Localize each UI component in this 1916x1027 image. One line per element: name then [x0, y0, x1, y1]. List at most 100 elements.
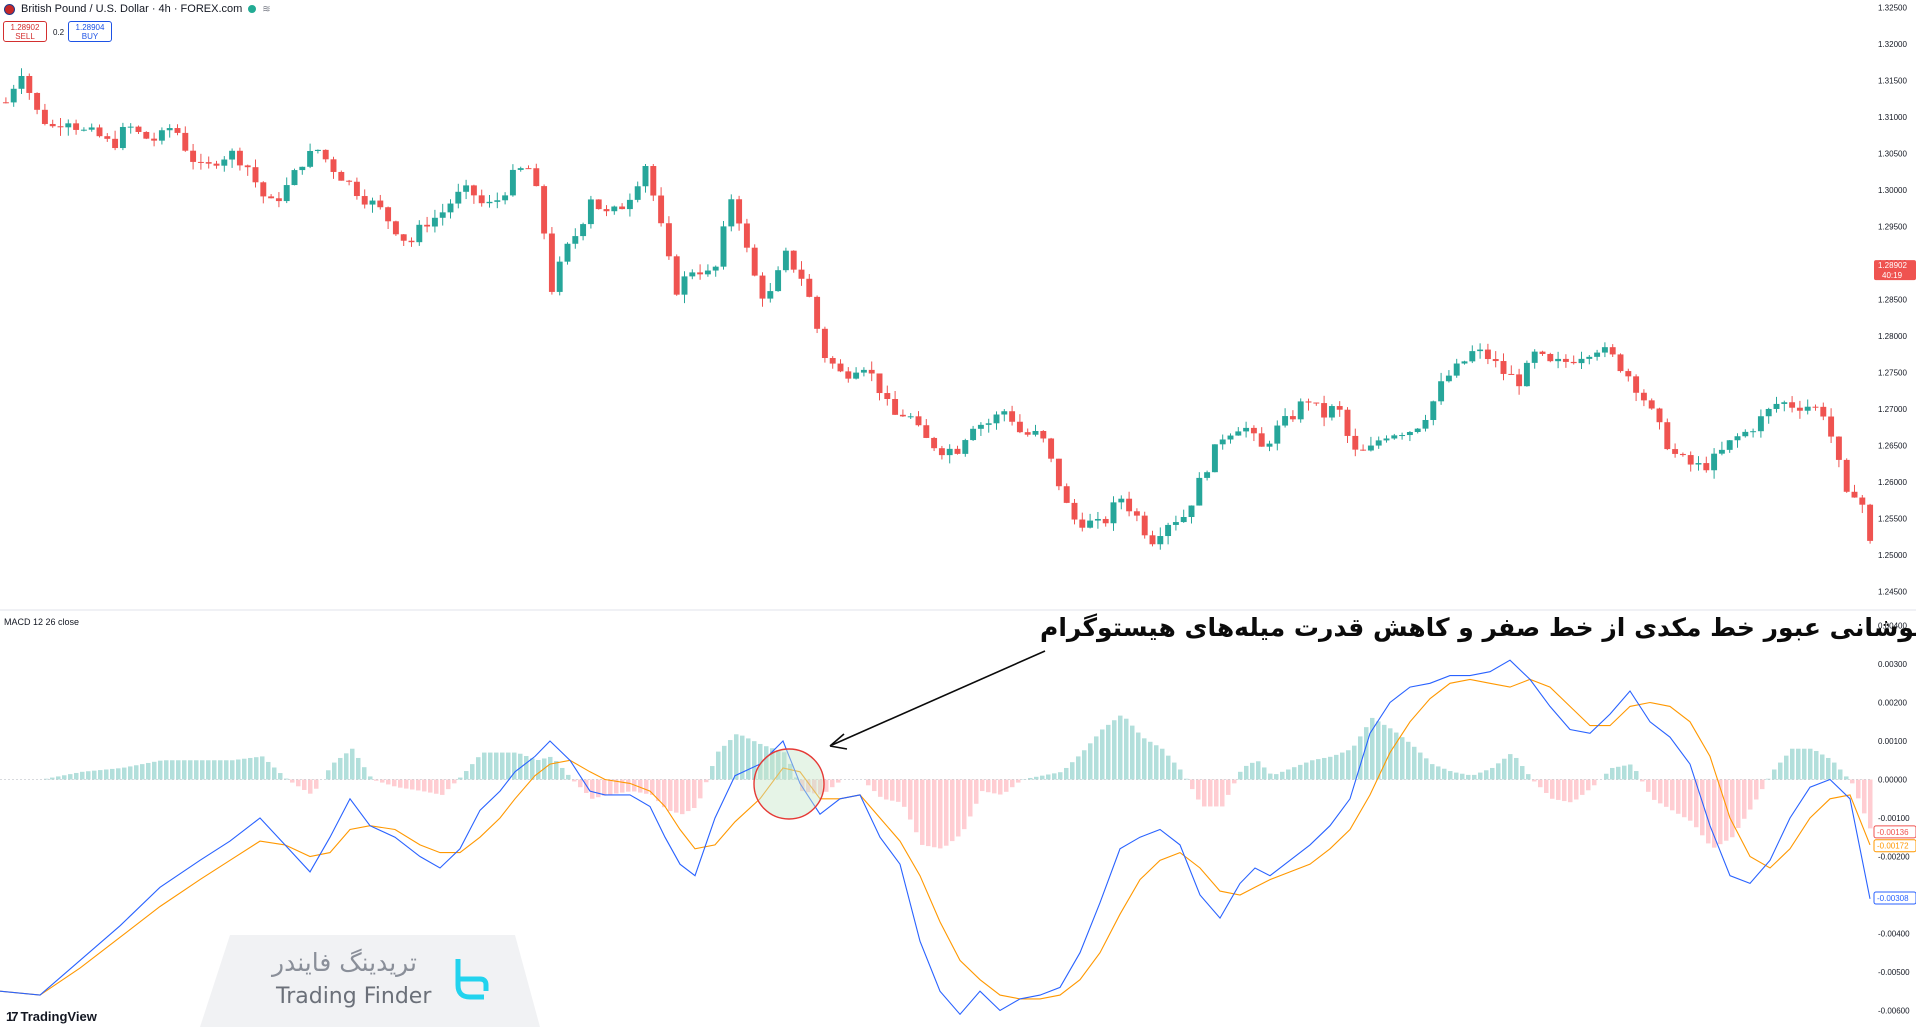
- histogram-bar: [1580, 779, 1585, 795]
- histogram-bar: [1040, 775, 1045, 780]
- histogram-bar: [1766, 778, 1771, 780]
- histogram-bar: [1502, 758, 1507, 780]
- histogram-bar: [62, 775, 67, 780]
- histogram-bar: [332, 762, 337, 780]
- candle-body: [135, 126, 142, 132]
- candle-body: [1617, 354, 1624, 372]
- histogram-bar: [590, 779, 595, 799]
- macd-axis-tick: 0.00300: [1878, 660, 1907, 669]
- candle-body: [517, 168, 524, 170]
- histogram-bar: [140, 764, 145, 780]
- histogram-bar: [944, 779, 949, 846]
- buy-button[interactable]: 1.28904 BUY: [68, 21, 112, 42]
- symbol-title: British Pound / U.S. Dollar · 4h · FOREX…: [21, 3, 243, 15]
- candle-body: [541, 186, 548, 234]
- histogram-bar: [488, 752, 493, 780]
- histogram-bar: [176, 760, 181, 780]
- candle-body: [1196, 477, 1203, 506]
- candle-body: [431, 217, 438, 227]
- histogram-bar: [1280, 771, 1285, 780]
- histogram-bar: [1298, 764, 1303, 780]
- histogram-bar: [1646, 779, 1651, 792]
- histogram-bar: [1076, 756, 1081, 780]
- histogram-bar: [1718, 779, 1723, 845]
- histogram-bar: [440, 779, 445, 795]
- histogram-bar: [1808, 748, 1813, 780]
- histogram-bar: [1370, 717, 1375, 780]
- histogram-bar: [434, 779, 439, 794]
- candle-body: [73, 123, 80, 130]
- candle-body: [1079, 519, 1086, 528]
- candle-body: [260, 182, 267, 197]
- histogram-bar: [1208, 779, 1213, 807]
- histogram-bar: [458, 777, 463, 780]
- price-axis-tick: 1.25500: [1878, 515, 1907, 524]
- histogram-bar: [236, 759, 241, 780]
- candle-body: [1796, 407, 1803, 411]
- histogram-bar: [662, 779, 667, 808]
- histogram-bar: [260, 756, 265, 780]
- macd-value-tag: [1873, 825, 1916, 839]
- candle-body: [34, 92, 41, 110]
- histogram-bar: [1412, 746, 1417, 780]
- histogram-bar: [698, 779, 703, 799]
- histogram-bar: [368, 776, 373, 780]
- histogram-bar: [494, 752, 499, 780]
- histogram-bar: [1826, 757, 1831, 780]
- histogram-bar: [1754, 779, 1759, 800]
- candle-body: [650, 166, 657, 196]
- histogram-bar: [1604, 773, 1609, 780]
- tradingview-logo[interactable]: 17 TradingView: [6, 1009, 97, 1024]
- candle-body: [634, 186, 641, 200]
- histogram-bar: [614, 779, 619, 794]
- histogram-bar: [68, 774, 73, 780]
- histogram-bar: [1736, 779, 1741, 829]
- candle-body: [1508, 373, 1515, 375]
- macd-legend[interactable]: MACD 12 26 close: [4, 617, 80, 627]
- histogram-bar: [1172, 762, 1177, 780]
- candle-body: [673, 256, 680, 295]
- candle-body: [1804, 406, 1811, 411]
- sell-button[interactable]: 1.28902 SELL: [3, 21, 47, 42]
- candle-body: [743, 223, 750, 248]
- histogram-bar: [1418, 752, 1423, 780]
- histogram-bar: [1130, 725, 1135, 780]
- histogram-bar: [710, 766, 715, 780]
- histogram-bar: [1346, 750, 1351, 780]
- candle-body: [283, 185, 290, 202]
- histogram-bar: [914, 779, 919, 833]
- price-axis-tick: 1.26000: [1878, 478, 1907, 487]
- candle-body: [1328, 406, 1335, 418]
- candle-body: [361, 196, 368, 205]
- candle-body: [736, 199, 743, 224]
- candle-body: [697, 272, 704, 275]
- histogram-bar: [572, 779, 577, 782]
- histogram-bar: [86, 771, 91, 780]
- macd-axis-tick: -0.00600: [1878, 1006, 1910, 1015]
- histogram-bar: [1484, 770, 1489, 780]
- histogram-bar: [680, 779, 685, 815]
- candle-body: [1695, 463, 1702, 465]
- candle-body: [307, 151, 314, 167]
- candle-body: [268, 196, 275, 199]
- histogram-bar: [1760, 779, 1765, 790]
- histogram-bar: [1004, 779, 1009, 792]
- histogram-bar: [986, 779, 991, 793]
- histogram-bar: [1268, 773, 1273, 780]
- histogram-bar: [410, 779, 415, 790]
- histogram-bar: [830, 779, 835, 788]
- symbol-header[interactable]: British Pound / U.S. Dollar · 4h · FOREX…: [4, 3, 271, 15]
- price-axis-tick: 1.31000: [1878, 113, 1907, 122]
- candle-body: [1071, 502, 1078, 520]
- candle-body: [814, 296, 821, 329]
- tradingview-icon: 17: [6, 1009, 19, 1024]
- histogram-bar: [1064, 767, 1069, 780]
- countdown-label: 40:19: [1882, 271, 1903, 280]
- histogram-bar: [338, 757, 343, 780]
- candle-body: [1742, 431, 1749, 437]
- candle-body: [244, 165, 251, 168]
- candle-body: [57, 126, 64, 128]
- candle-body: [346, 180, 353, 182]
- candle-body: [1664, 422, 1671, 450]
